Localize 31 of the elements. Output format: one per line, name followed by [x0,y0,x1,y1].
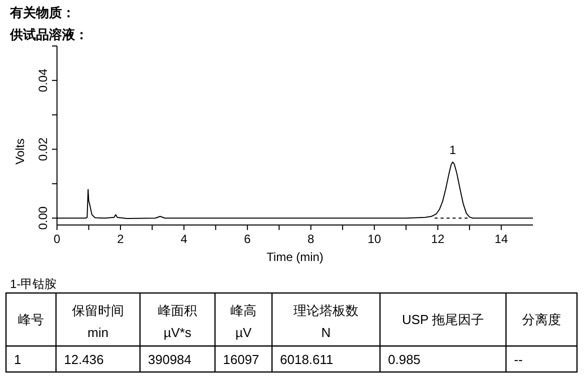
text: 1 [14,352,22,367]
text: 峰面积 µV*s [158,303,197,340]
x-tick-label: 8 [308,232,315,246]
text: USP 拖尾因子 [402,312,484,327]
text: 0.985 [388,352,421,367]
chart-subtitle: 供试品溶液： [9,27,88,42]
text: 6018.611 [280,352,334,367]
text: 保留时间 min [72,303,124,340]
text: 理论塔板数 N [294,303,358,340]
text: 390984 [148,352,192,367]
annotation: 1 [449,143,456,158]
text: 分离度 [522,312,561,327]
x-tick-label: 2 [117,232,124,246]
text: 峰号 [18,312,44,327]
y-axis-title: Volts [13,138,27,165]
chart-title: 有关物质： [9,5,75,20]
text: -- [514,352,523,367]
y-tick-label: 0.04 [36,68,50,92]
x-tick-label: 4 [180,232,188,246]
y-tick-label: 0.00 [36,206,50,230]
x-tick-label: 6 [244,232,252,246]
text: 12.436 [64,352,104,367]
text: 16097 [223,352,260,367]
x-axis-title: Time (min) [266,250,324,264]
text: 1-甲钴胺 [10,277,57,291]
text: 峰高 µV [230,303,256,340]
y-tick-label: 0.02 [36,137,50,161]
x-tick-label: 14 [494,232,508,246]
x-tick-label: 0 [54,232,61,246]
x-tick-label: 12 [431,232,445,246]
x-tick-label: 10 [368,232,382,246]
